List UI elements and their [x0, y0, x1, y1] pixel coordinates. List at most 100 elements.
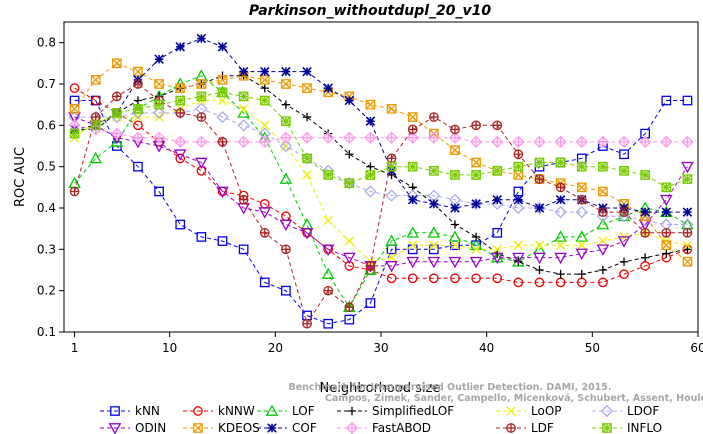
data-point-loop [492, 244, 502, 254]
legend-item-cof: COF [257, 421, 317, 434]
data-point-ldof [216, 110, 229, 124]
y-axis: 0.1 0.2 0.3 0.4 0.5 0.6 0.7 0.8 [37, 36, 64, 339]
data-point-ldof [385, 189, 398, 202]
x-axis-label: Neighborhood size [320, 381, 441, 396]
data-point-inflo [576, 161, 587, 172]
data-point-odin [617, 236, 631, 248]
data-point-ldf [428, 112, 439, 122]
data-point-loop [133, 112, 143, 122]
data-point-ldf [640, 227, 651, 238]
data-point-kdeos [259, 75, 270, 85]
data-point-knn [217, 236, 228, 246]
data-point-ldf [576, 194, 587, 205]
data-point-ldf [323, 285, 334, 296]
data-point-kdeos [365, 99, 376, 110]
data-point-knnw [407, 273, 418, 284]
data-point-simplifiedlof [683, 245, 692, 254]
legend-label: KDEOS [218, 421, 260, 434]
data-point-kdeos [133, 66, 143, 77]
data-point-fastabod [364, 131, 377, 144]
data-point-inflo [154, 99, 164, 110]
data-point-fastabod [469, 135, 483, 148]
y-tick-label: 0.4 [37, 201, 56, 215]
data-point-kdeos [386, 103, 397, 114]
data-point-ldf [386, 153, 397, 164]
data-point-ldof [152, 106, 166, 120]
data-point-knnw [133, 120, 143, 131]
data-point-fastabod [110, 127, 123, 140]
data-point-simplifiedlof [260, 83, 269, 93]
data-point-odin [469, 256, 483, 269]
data-point-fastabod [174, 135, 187, 148]
data-point-ldf [259, 227, 270, 238]
data-point-odin [448, 256, 462, 269]
data-point-knn [154, 186, 164, 197]
data-point-ldf [281, 244, 291, 255]
legend-item-simplifiedlof: SimplifiedLOF [337, 404, 454, 418]
data-point-inflo [598, 161, 608, 172]
data-point-inflo [259, 95, 270, 106]
series-line-knn [74, 100, 688, 325]
legend-item-odin: ODIN [100, 421, 166, 434]
data-point-knnw [386, 273, 397, 284]
data-point-loop [302, 170, 312, 180]
series-line-kdeos [74, 62, 688, 263]
data-point-knnw [428, 273, 439, 284]
data-point-ldf [302, 318, 312, 329]
series-inflo [69, 87, 693, 193]
legend-label: INFLO [627, 421, 662, 434]
legend-item-ldof: LDOF [592, 404, 659, 418]
y-tick-label: 0.3 [37, 242, 56, 256]
data-point-odin [385, 261, 398, 273]
legend-label: ODIN [135, 421, 166, 434]
data-point-loop [323, 215, 333, 226]
data-point-inflo [661, 182, 672, 193]
data-point-cof [661, 207, 672, 217]
data-point-ldf [682, 227, 693, 238]
data-point-lof [448, 230, 462, 242]
data-point-odin [258, 207, 272, 219]
series-line-ldof [74, 108, 688, 225]
data-point-fastabod [427, 131, 440, 144]
legend-label: LDF [531, 421, 554, 434]
data-point-fastabod [258, 135, 271, 148]
data-point-knn [175, 219, 186, 230]
data-point-knnw [492, 273, 503, 284]
data-point-knnw [513, 277, 524, 288]
data-point-inflo [492, 165, 503, 176]
data-point-fastabod [152, 131, 166, 144]
data-point-fastabod [322, 131, 335, 144]
data-point-odin [490, 252, 504, 265]
data-point-ldf [217, 137, 228, 147]
y-tick-label: 0.8 [37, 36, 56, 50]
legend-item-fastabod: FastABOD [337, 421, 431, 434]
series-line-loop [74, 100, 688, 263]
data-point-lof [554, 230, 567, 242]
series-ldf [69, 79, 693, 329]
data-point-inflo [323, 170, 334, 180]
legend-item-inflo: INFLO [592, 421, 662, 434]
data-point-loop [555, 240, 566, 250]
data-point-fastabod [279, 131, 293, 144]
legend-label: LDOF [627, 404, 659, 418]
data-point-inflo [217, 87, 228, 98]
data-point-knn [323, 318, 334, 329]
data-point-kdeos [661, 240, 672, 251]
series-line-lof [74, 75, 688, 309]
data-point-lof [575, 230, 589, 242]
series-line-knnw [74, 87, 688, 283]
data-point-knn [259, 277, 270, 288]
data-point-odin [681, 161, 694, 174]
data-point-inflo [238, 91, 249, 102]
data-point-loop [154, 112, 164, 122]
legend-item-knnw: kNNW [183, 404, 255, 418]
legend-label: SimplifiedLOF [372, 404, 454, 418]
x-tick-label: 50 [585, 341, 600, 355]
data-point-odin [533, 252, 546, 265]
data-point-odin [300, 227, 314, 240]
data-point-simplifiedlof [662, 249, 671, 258]
data-point-cof [365, 116, 376, 126]
data-point-odin [554, 252, 567, 265]
data-point-lof [110, 135, 124, 147]
x-tick-label: 10 [162, 341, 177, 355]
